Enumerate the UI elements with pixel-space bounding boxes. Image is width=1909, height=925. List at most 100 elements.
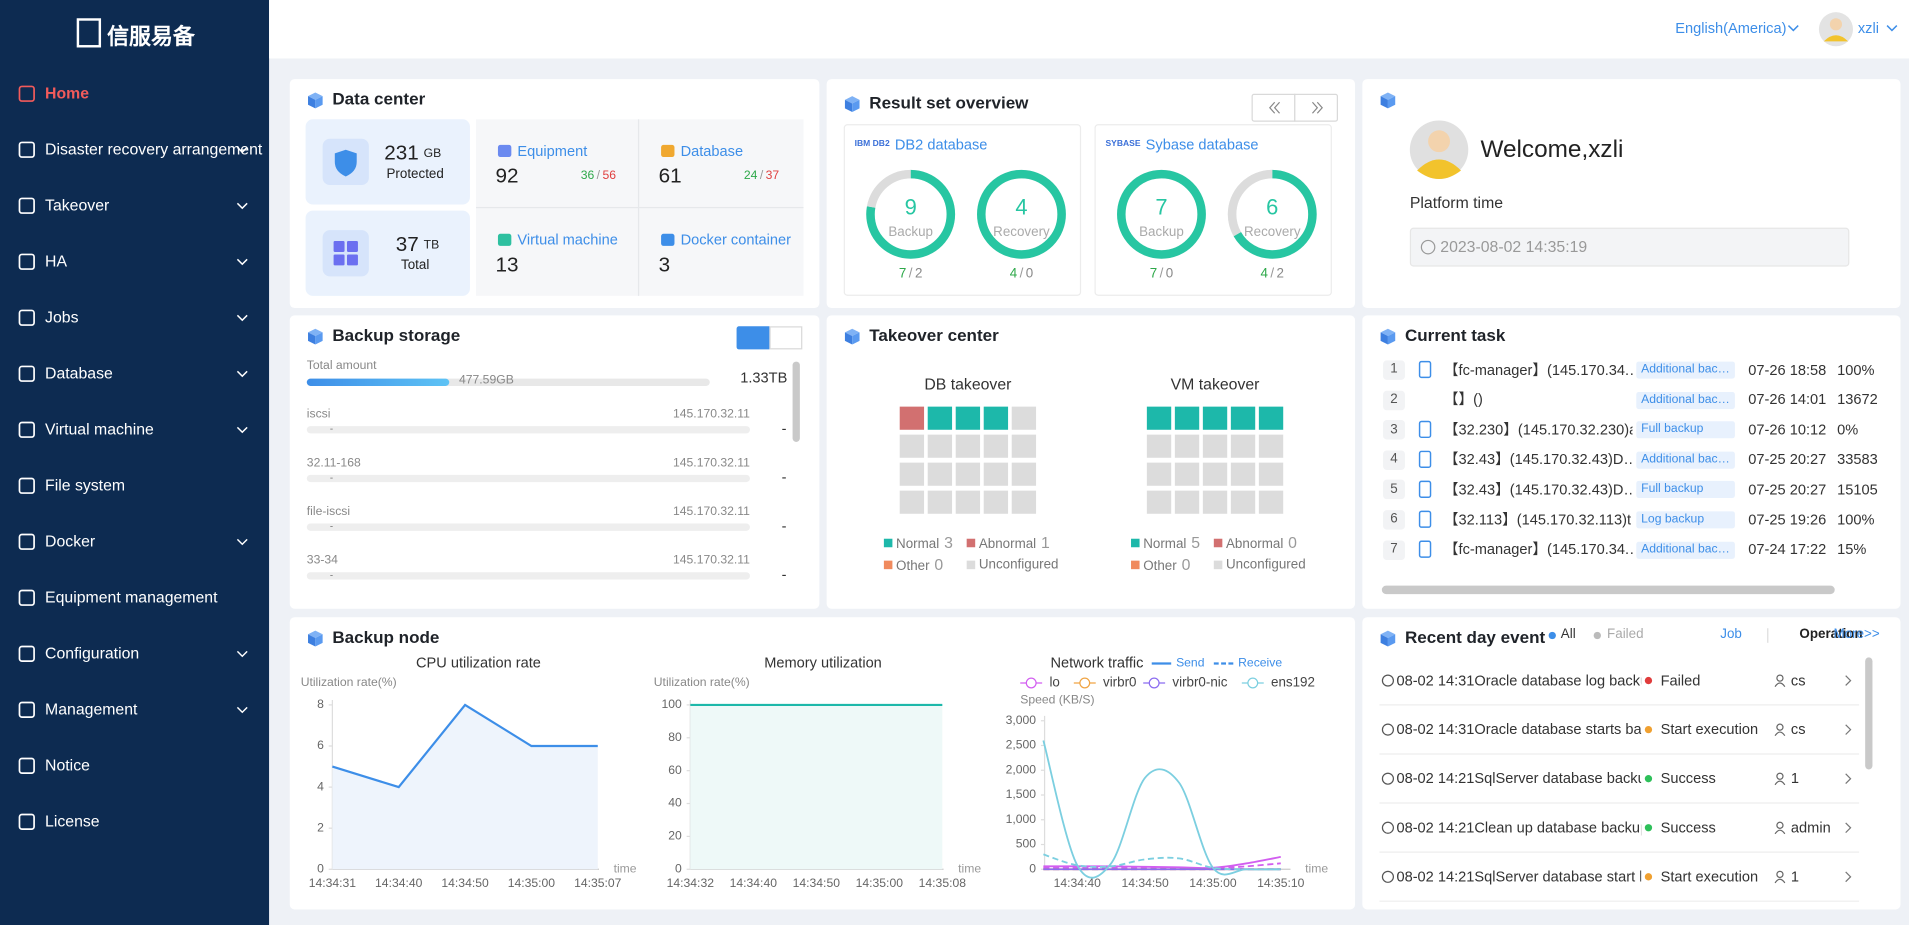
view-toggle[interactable] xyxy=(769,326,803,350)
index-badge xyxy=(1383,480,1405,500)
task-time: 07-26 10:12 xyxy=(1748,420,1827,439)
menu-item[interactable]: Docker xyxy=(45,531,96,551)
task-progress: 13672 xyxy=(1837,391,1878,409)
event-user: 1 xyxy=(1790,867,1800,885)
event-user: 1 xyxy=(1790,769,1800,787)
db-panel xyxy=(1094,124,1332,296)
storage-name: 32.11-168 xyxy=(306,456,361,470)
task-time: 07-24 17:22 xyxy=(1748,540,1827,558)
ratio: 7/0 xyxy=(1148,266,1174,285)
task-name: 【32.230】(145.170.32.230)all xyxy=(1443,420,1633,439)
index-badge xyxy=(1383,510,1405,530)
storage-ip: 145.170.32.11 xyxy=(672,505,750,519)
db-name: Sybase database xyxy=(1145,135,1259,153)
event-time: 08-02 14:21 xyxy=(1396,867,1475,885)
legend-label: Other xyxy=(896,558,930,574)
legend-item: Normal 5 xyxy=(1142,533,1201,554)
event-user: cs xyxy=(1790,671,1806,689)
task-index: 2 xyxy=(1390,391,1398,407)
menu-item[interactable]: Database xyxy=(45,363,113,383)
event-status: Success xyxy=(1660,769,1716,787)
menu-item[interactable]: License xyxy=(45,811,100,831)
storage-usage: - xyxy=(329,424,334,436)
menu-item[interactable]: Management xyxy=(45,699,138,719)
ratio: 24/37 xyxy=(743,168,781,185)
task-index: 6 xyxy=(1390,511,1398,527)
filter-all[interactable]: All xyxy=(1560,627,1576,642)
card-title: Takeover center xyxy=(869,325,999,345)
ratio-ok: 7 xyxy=(898,266,907,282)
task-progress: 15105 xyxy=(1837,480,1878,498)
index-badge xyxy=(1383,420,1405,440)
index-badge xyxy=(1383,540,1405,560)
platform-time: 2023-08-02 14:35:19 xyxy=(1440,237,1588,256)
storage-track xyxy=(306,523,750,531)
ratio-separator: / xyxy=(908,266,913,282)
storage-name: file-iscsi xyxy=(306,505,351,519)
event-status: Start execution xyxy=(1660,867,1759,885)
event-user: cs xyxy=(1790,720,1806,738)
view-toggle[interactable] xyxy=(736,326,770,350)
menu-item[interactable]: Takeover xyxy=(45,195,110,215)
ratio-fail: 0 xyxy=(1165,266,1174,282)
legend-item: Abnormal 1 xyxy=(978,533,1051,554)
ratio-fail: 56 xyxy=(602,169,617,183)
scrollbar xyxy=(792,361,800,442)
filter-failed[interactable]: Failed xyxy=(1607,627,1644,642)
storage-track xyxy=(306,426,750,434)
index-badge xyxy=(1383,450,1405,470)
event-text: Oracle database log backu… xyxy=(1474,671,1641,689)
welcome-text: Welcome,xzli xyxy=(1480,136,1624,164)
card xyxy=(289,617,1356,910)
menu-item[interactable]: Jobs xyxy=(45,307,79,327)
tab-job[interactable]: Job xyxy=(1720,627,1742,642)
ring-total: 7 xyxy=(1155,195,1168,220)
task-progress: 15% xyxy=(1837,540,1867,558)
card xyxy=(1362,315,1901,609)
index-badge xyxy=(1383,360,1405,380)
language-select[interactable]: English(America) xyxy=(1675,18,1787,37)
task-index: 4 xyxy=(1390,451,1398,467)
task-time: 07-25 20:27 xyxy=(1748,480,1827,498)
task-name: 【32.43】(145.170.32.43)D… xyxy=(1443,480,1633,498)
legend-label: Normal xyxy=(896,536,940,552)
task-progress: 0% xyxy=(1837,420,1859,439)
legend-label: Abnormal xyxy=(978,536,1037,552)
menu-item[interactable]: Virtual machine xyxy=(45,419,154,439)
menu-item[interactable]: Disaster recovery arrangement xyxy=(45,139,263,159)
card-title: Result set overview xyxy=(869,92,1029,113)
ratio-separator: / xyxy=(759,169,764,183)
summary-value: 37 xyxy=(395,232,419,256)
menu-item[interactable]: Equipment management xyxy=(45,587,218,607)
ratio-ok: 24 xyxy=(743,169,758,183)
menu-item[interactable]: File system xyxy=(45,475,126,495)
legend-label: Abnormal xyxy=(1225,536,1284,552)
storage-ip: 145.170.32.11 xyxy=(672,407,750,422)
db-panel xyxy=(843,124,1082,296)
menu-item[interactable]: HA xyxy=(45,251,68,271)
storage-value: - xyxy=(781,419,787,437)
ring-label: Recovery xyxy=(993,225,1050,241)
storage-ip: 145.170.32.11 xyxy=(672,456,750,470)
task-index: 5 xyxy=(1390,481,1398,497)
summary-label: Protected xyxy=(386,167,444,182)
legend-item: Normal 3 xyxy=(895,533,954,554)
item-label: Virtual machine xyxy=(517,230,618,248)
task-time: 07-26 14:01 xyxy=(1748,391,1827,409)
tab-operation[interactable]: Operation xyxy=(1799,627,1863,642)
task-time: 07-26 18:58 xyxy=(1748,361,1827,379)
ratio: 7/2 xyxy=(898,266,924,285)
card-title: Current task xyxy=(1404,325,1506,345)
menu-item[interactable]: Home xyxy=(45,83,90,103)
ratio-separator: / xyxy=(596,169,601,183)
more-link[interactable]: More>> xyxy=(1833,627,1880,642)
ratio-ok: 4 xyxy=(1009,266,1018,282)
menu-item[interactable]: Notice xyxy=(45,755,90,775)
item-label: Equipment xyxy=(517,141,588,159)
menu-item[interactable]: Configuration xyxy=(45,643,140,663)
legend-count: 1 xyxy=(1041,533,1050,552)
storage-name: iscsi xyxy=(306,407,331,422)
user-name[interactable]: xzli xyxy=(1857,18,1879,37)
task-index: 1 xyxy=(1390,361,1398,377)
